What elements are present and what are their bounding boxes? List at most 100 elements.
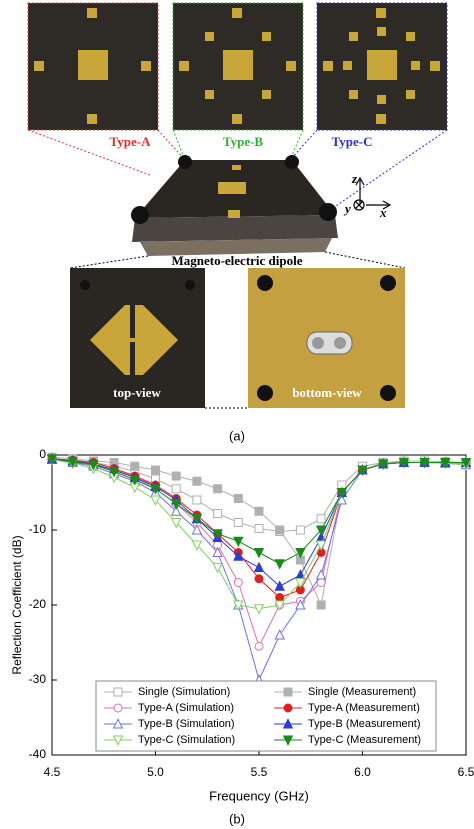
marker bbox=[150, 484, 161, 495]
marker bbox=[254, 506, 264, 516]
legend-label: Type-C (Simulation) bbox=[138, 734, 235, 746]
marker bbox=[112, 718, 124, 729]
marker bbox=[233, 600, 244, 611]
legend-label: Single (Simulation) bbox=[138, 686, 230, 698]
bottom-view-label: bottom-view bbox=[292, 385, 362, 400]
marker bbox=[113, 687, 123, 697]
marker bbox=[233, 494, 243, 503]
marker bbox=[275, 525, 285, 535]
marker bbox=[171, 484, 181, 494]
type-c-label: Type-C bbox=[332, 134, 373, 149]
patch bbox=[78, 50, 108, 80]
caption-a: (a) bbox=[229, 428, 245, 443]
marker bbox=[233, 536, 244, 548]
y-tick-label: -10 bbox=[29, 522, 47, 536]
marker bbox=[283, 687, 293, 697]
marker bbox=[253, 548, 265, 559]
marker bbox=[254, 574, 264, 584]
marker bbox=[274, 559, 285, 570]
marker bbox=[253, 561, 265, 572]
legend: Single (Simulation) Single (Measurement) T… bbox=[95, 680, 437, 752]
marker bbox=[170, 499, 182, 510]
marker bbox=[108, 467, 120, 478]
legend-label: Type-A (Measurement) bbox=[308, 702, 420, 714]
marker bbox=[212, 563, 223, 574]
marker bbox=[150, 495, 161, 506]
type-a-label: Type-A bbox=[110, 134, 152, 149]
x-tick-label: 5.0 bbox=[147, 765, 164, 779]
marker bbox=[254, 524, 264, 533]
marker bbox=[191, 524, 203, 535]
marker bbox=[274, 629, 285, 640]
marker bbox=[171, 471, 181, 481]
marker bbox=[295, 525, 305, 535]
marker bbox=[316, 600, 326, 610]
marker bbox=[88, 460, 99, 471]
marker bbox=[315, 569, 327, 580]
y-tick-label: -20 bbox=[29, 597, 47, 611]
marker bbox=[295, 599, 306, 610]
caption-b: (b) bbox=[229, 811, 245, 826]
marker bbox=[254, 641, 264, 651]
marker bbox=[419, 458, 430, 469]
type-b-label: Type-B bbox=[223, 134, 264, 149]
marker bbox=[460, 458, 472, 469]
dipole-label: Magneto-electric dipole bbox=[171, 253, 302, 268]
marker bbox=[316, 514, 326, 524]
marker bbox=[315, 540, 327, 551]
y-tick-label: -30 bbox=[29, 672, 47, 686]
marker bbox=[212, 546, 223, 557]
marker bbox=[112, 735, 124, 746]
marker bbox=[191, 514, 203, 525]
marker bbox=[46, 454, 58, 465]
marker bbox=[295, 578, 306, 589]
marker bbox=[129, 475, 141, 486]
marker bbox=[113, 703, 123, 713]
marker bbox=[233, 518, 243, 527]
marker bbox=[282, 735, 294, 746]
legend-label: Type-B (Simulation) bbox=[138, 718, 235, 730]
marker bbox=[283, 703, 293, 713]
legend-label: Type-B (Measurement) bbox=[308, 718, 420, 730]
x-tick-label: 6.0 bbox=[354, 765, 371, 779]
marker bbox=[213, 509, 223, 518]
marker bbox=[336, 494, 348, 505]
x-axis-label: Frequency (GHz) bbox=[209, 788, 309, 803]
y-tick-label: -40 bbox=[29, 747, 47, 761]
marker bbox=[213, 484, 223, 494]
x-tick-label: 5.5 bbox=[251, 765, 268, 779]
marker bbox=[377, 459, 389, 470]
marker bbox=[398, 458, 410, 469]
marker bbox=[282, 718, 294, 729]
legend-label: Type-C (Measurement) bbox=[308, 734, 421, 746]
marker bbox=[336, 488, 348, 499]
marker bbox=[170, 505, 182, 516]
marker bbox=[233, 578, 243, 587]
marker bbox=[274, 600, 285, 611]
marker bbox=[191, 540, 203, 551]
x-tick-label: 6.5 bbox=[458, 765, 474, 779]
axis-y: y bbox=[343, 201, 351, 216]
y-tick-label: 0 bbox=[39, 447, 46, 461]
marker bbox=[192, 476, 202, 486]
y-axis-label: Reflection Coefficient (dB) bbox=[10, 535, 24, 674]
marker bbox=[274, 580, 285, 591]
marker bbox=[440, 458, 451, 469]
marker bbox=[295, 548, 306, 559]
marker bbox=[233, 550, 244, 561]
axis-z: z bbox=[351, 171, 358, 186]
x-tick-label: 4.5 bbox=[44, 765, 61, 779]
marker bbox=[67, 457, 78, 468]
top-view-label: top-view bbox=[113, 385, 161, 400]
legend-box bbox=[95, 680, 437, 752]
marker bbox=[253, 604, 265, 615]
photo-panel: Type-A Type-B Type-C z y x Magneto-elect… bbox=[27, 2, 448, 443]
marker bbox=[212, 529, 223, 540]
marker bbox=[315, 525, 327, 536]
marker bbox=[170, 518, 182, 529]
marker bbox=[275, 593, 285, 602]
axis-x: x bbox=[379, 205, 387, 220]
marker bbox=[151, 465, 160, 475]
legend-label: Single (Measurement) bbox=[308, 686, 416, 698]
